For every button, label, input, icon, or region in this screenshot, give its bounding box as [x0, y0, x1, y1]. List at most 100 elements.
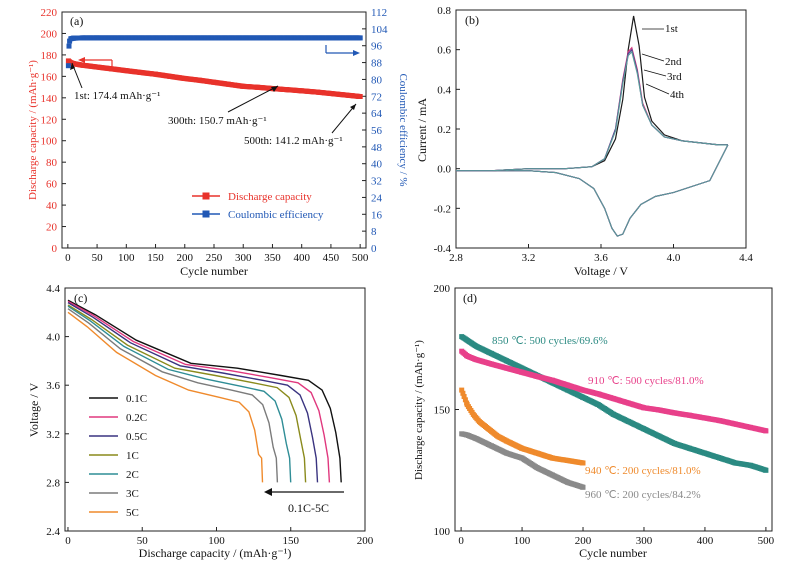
discharge-curve-1C — [67, 304, 307, 483]
coulombic-efficiency-point — [357, 35, 363, 41]
discharge-capacity-point — [357, 94, 363, 99]
cv-oxidation-curve-4th — [456, 50, 728, 172]
discharge-curve-0.2C — [67, 300, 331, 483]
panel-a-xtick-label: 50 — [92, 252, 104, 264]
panel-a-legend: Discharge capacity Coulombic efficiency — [192, 191, 324, 221]
panel-a-xtick-label: 450 — [323, 252, 340, 264]
panel-c-xlabel: Discharge capacity / (mAh·g⁻¹) — [139, 546, 292, 560]
cv-reduction-curve-1st — [456, 144, 729, 237]
panel-c-frame — [64, 287, 366, 532]
panel-a-right-ytick-label: 48 — [371, 142, 383, 154]
panel-a-xtick-label: 300 — [235, 252, 252, 264]
panel-a-ytick-label: 180 — [41, 50, 58, 62]
panel-b-ylabel: Current / mA — [415, 98, 429, 162]
panel-b-xtick-label: 4.4 — [739, 252, 753, 264]
panel-d-xlabel: Cycle number — [579, 546, 647, 560]
panel-a-ytick-label: 140 — [41, 93, 58, 105]
panel-a-right-ytick-label: 72 — [371, 91, 382, 103]
panel-c-ytick-label: 3.2 — [46, 429, 60, 441]
annotation-910: 910 ℃: 500 cycles/81.0% — [588, 375, 704, 387]
panel-a-right-ytick-label: 88 — [371, 58, 383, 70]
annotation-300th-arrow — [227, 85, 279, 113]
panel-a-ytick-label: 220 — [41, 7, 58, 19]
panel-a-x-ticks: 0 50 100 150 200 250 300 350 400 450 500 — [65, 244, 369, 264]
annotation-cycle-1st: 1st — [665, 23, 678, 35]
panel-a-ytick-label: 200 — [41, 28, 58, 40]
panel-b-xtick-label: 3.2 — [522, 252, 536, 264]
panel-b-ytick-label: 0.0 — [437, 164, 451, 176]
panel-a-xtick-label: 500 — [352, 252, 369, 264]
panel-a-right-ytick-label: 16 — [371, 209, 383, 221]
panel-b-series — [456, 15, 729, 237]
panel-a-ytick-label: 40 — [46, 200, 58, 212]
annotation-300th: 300th: 150.7 mAh·g⁻¹ — [168, 115, 267, 127]
annotation-850: 850 ℃: 500 cycles/69.6% — [492, 335, 608, 347]
panel-a-right-ytick-label: 104 — [371, 24, 388, 36]
panel-d-y-ticks: 100 150 200 — [434, 283, 459, 538]
legend-label-0.2C: 0.2C — [126, 412, 147, 424]
panel-b-ytick-label: -0.4 — [434, 243, 452, 255]
panel-b-label: (b) — [465, 13, 479, 27]
capacity-point-940 ℃ — [461, 394, 467, 399]
panel-c-xtick-label: 0 — [65, 535, 71, 547]
panel-c-ytick-label: 2.8 — [46, 477, 60, 489]
legend-label-5C: 5C — [126, 507, 139, 519]
panel-b-ytick-label: 0.4 — [437, 84, 451, 96]
annotation-cycle-2nd-leader — [641, 53, 665, 62]
panel-a-xtick-label: 150 — [147, 252, 164, 264]
panel-b-xtick-label: 3.6 — [594, 252, 608, 264]
panel-c-x-ticks: 0 50 100 150 200 — [65, 527, 374, 547]
capacity-point-910 ℃ — [763, 428, 769, 434]
legend-label-0.1C: 0.1C — [126, 393, 147, 405]
panel-c-ytick-label: 4.4 — [46, 283, 60, 295]
panel-b-ytick-label: 0.6 — [437, 45, 451, 57]
panel-b-ytick-label: -0.2 — [434, 203, 451, 215]
panel-a-xtick-label: 0 — [65, 252, 71, 264]
annotation-300th-arrowhead — [271, 86, 278, 92]
capacity-point-960 ℃ — [580, 484, 586, 490]
legend-marker-ce — [202, 210, 210, 218]
panel-c-annotations: 0.1C-5C — [264, 488, 344, 515]
legend-label-3C: 3C — [126, 488, 139, 500]
panel-a-xlabel: Cycle number — [180, 264, 248, 278]
annotation-940: 940 ℃: 200 cycles/81.0% — [585, 465, 701, 477]
cv-reduction-curve-4th — [456, 144, 729, 237]
panel-d-xtick-label: 400 — [697, 535, 714, 547]
panel-a-xtick-label: 350 — [264, 252, 281, 264]
panel-d-ylabel: Discharge capacity / (mAh·g⁻¹) — [413, 340, 425, 480]
panel-c-series — [67, 299, 342, 483]
panel-c: (c) Discharge capacity / (mAh·g⁻¹) Volta… — [27, 283, 374, 560]
panel-a-right-ytick-label: 40 — [371, 159, 383, 171]
panel-a-ytick-label: 120 — [41, 114, 58, 126]
panel-b-ytick-label: 0.2 — [437, 124, 451, 136]
panel-b-xlabel: Voltage / V — [574, 264, 629, 278]
annotation-1st-arrowhead — [70, 63, 75, 70]
panel-a-xtick-label: 100 — [118, 252, 135, 264]
panel-d: (d) Cycle number Discharge capacity / (m… — [413, 283, 775, 560]
panel-d-xtick-label: 500 — [758, 535, 775, 547]
capacity-point-940 ℃ — [462, 397, 468, 403]
panel-c-ytick-label: 2.4 — [46, 526, 60, 538]
annotation-1st: 1st: 174.4 mAh·g⁻¹ — [74, 90, 160, 102]
panel-a-right-ytick-label: 64 — [371, 108, 383, 120]
discharge-curve-2C — [67, 305, 292, 483]
annotation-cycle-3rd: 3rd — [667, 71, 682, 83]
panel-c-ytick-label: 3.6 — [46, 380, 60, 392]
annotation-cycle-3rd-leader — [643, 69, 667, 77]
panel-a-ylabel: Discharge capacity / (mAh·g⁻¹) — [27, 60, 39, 200]
panel-a-ytick-label: 60 — [46, 179, 58, 191]
panel-d-ytick-label: 200 — [434, 283, 451, 295]
annotation-cycle-2nd: 2nd — [665, 56, 682, 68]
panel-c-legend: 0.1C 0.2C 0.5C 1C 2C 3C 5C — [89, 393, 147, 519]
panel-a-label: (a) — [70, 14, 83, 28]
panel-d-ytick-label: 100 — [434, 526, 451, 538]
panel-c-ylabel: Voltage / V — [27, 383, 41, 438]
capacity-point-940 ℃ — [459, 387, 465, 393]
cv-oxidation-curve-3rd — [456, 48, 728, 172]
panel-b-annotations: 1st 2nd 3rd 4th — [641, 23, 685, 101]
panel-b-frame — [455, 9, 747, 249]
panel-d-xtick-label: 200 — [575, 535, 592, 547]
rate-range-label: 0.1C-5C — [288, 501, 329, 515]
annotation-cycle-4th: 4th — [670, 89, 685, 101]
